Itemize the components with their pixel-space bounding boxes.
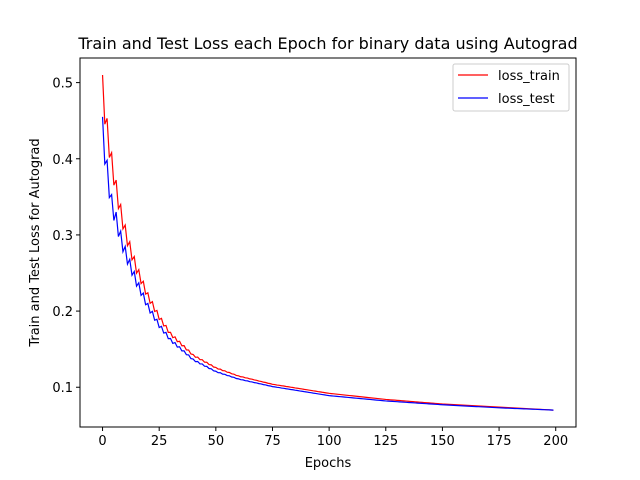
x-tick-label: 125	[373, 434, 398, 449]
y-axis-ticks: 0.1 0.2 0.3 0.4 0.5	[52, 77, 80, 396]
series-layer	[101, 74, 554, 411]
x-tick-label: 0	[98, 434, 106, 449]
y-tick-label: 0.5	[52, 77, 73, 92]
legend-box	[452, 63, 570, 112]
chart-title: Train and Test Loss each Epoch for binar…	[77, 34, 577, 53]
x-tick-label: 175	[487, 434, 512, 449]
y-tick-label: 0.2	[52, 305, 73, 320]
legend-label-loss-test: loss_test	[498, 92, 555, 107]
x-axis-label: Epochs	[305, 456, 352, 471]
y-axis-label: Train and Test Loss for Autograd	[28, 138, 43, 347]
y-tick-label: 0.4	[52, 153, 73, 168]
series-line-loss-test	[101, 116, 554, 411]
y-tick-label: 0.3	[52, 229, 73, 244]
y-tick-label: 0.1	[52, 381, 73, 396]
x-tick-label: 50	[208, 434, 225, 449]
x-tick-label: 100	[317, 434, 342, 449]
x-tick-label: 75	[264, 434, 281, 449]
plot-frame	[79, 57, 577, 428]
x-tick-label: 150	[430, 434, 455, 449]
series-line-loss-train	[101, 74, 554, 411]
legend-label-loss-train: loss_train	[498, 69, 560, 84]
x-tick-label: 200	[543, 434, 568, 449]
x-tick-label: 25	[151, 434, 168, 449]
legend: loss_train loss_test	[452, 63, 570, 112]
x-axis-ticks: 0 25 50 75 100 125 150 175 200	[98, 427, 568, 449]
